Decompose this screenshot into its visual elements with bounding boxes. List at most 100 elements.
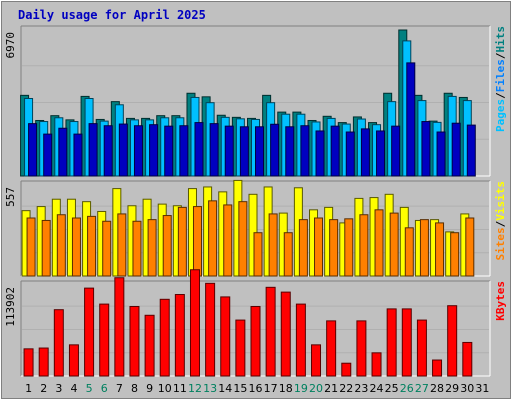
bar-sites-26 — [404, 227, 414, 277]
bar-sites-21 — [329, 219, 339, 277]
bar-pages-24 — [376, 130, 386, 177]
x-tick-label: 20 — [309, 382, 323, 395]
x-tick-label: 17 — [264, 382, 278, 395]
legend-entry: Hits — [494, 26, 507, 53]
bar-sites-16 — [253, 232, 263, 277]
bar-kbytes-3 — [53, 309, 64, 377]
x-tick-label: 22 — [339, 382, 353, 395]
bar-pages-26 — [406, 62, 416, 177]
bar-pages-30 — [466, 124, 476, 177]
bar-kbytes-7 — [114, 277, 125, 377]
x-tick-label: 5 — [86, 382, 93, 395]
x-tick-label: 24 — [370, 382, 384, 395]
bar-sites-7 — [117, 213, 127, 277]
x-tick-label: 14 — [218, 382, 232, 395]
bar-sites-6 — [102, 220, 112, 277]
bar-sites-22 — [344, 218, 354, 277]
bar-sites-11 — [177, 206, 187, 277]
bar-sites-27 — [419, 219, 429, 277]
bar-kbytes-13 — [205, 282, 216, 377]
bar-pages-16 — [255, 126, 264, 177]
bar-pages-13 — [209, 123, 219, 177]
bar-pages-5 — [88, 123, 98, 177]
bar-kbytes-5 — [84, 287, 95, 377]
legend-kbytes: KBytes — [494, 281, 507, 321]
bar-pages-10 — [164, 125, 174, 177]
legend-hits-files-pages: Pages/Files/Hits — [494, 26, 507, 132]
bar-sites-3 — [56, 214, 66, 277]
bar-kbytes-18 — [280, 291, 291, 377]
bar-kbytes-19 — [295, 303, 306, 377]
x-tick-label: 15 — [233, 382, 247, 395]
bar-kbytes-28 — [432, 359, 443, 377]
x-tick-label: 4 — [70, 382, 77, 395]
bar-pages-9 — [149, 124, 159, 177]
x-tick-label: 19 — [294, 382, 308, 395]
bar-kbytes-23 — [356, 320, 367, 377]
x-tick-label: 12 — [188, 382, 202, 395]
bar-kbytes-20 — [311, 344, 322, 377]
bar-pages-27 — [421, 121, 431, 177]
bar-kbytes-9 — [144, 314, 155, 377]
bar-pages-6 — [103, 125, 113, 177]
legend-entry: Visits — [494, 181, 507, 221]
x-tick-label: 30 — [460, 382, 474, 395]
bar-pages-25 — [391, 125, 401, 177]
axis-max-label-hits-files-pages: 6970 — [4, 32, 17, 59]
bar-pages-19 — [300, 125, 310, 177]
bar-kbytes-30 — [462, 341, 473, 377]
bar-sites-25 — [389, 212, 399, 277]
x-tick-label: 7 — [116, 382, 123, 395]
bar-pages-8 — [133, 125, 143, 177]
bar-kbytes-16 — [250, 305, 261, 377]
legend-entry: Files — [494, 59, 507, 92]
bar-sites-18 — [283, 232, 293, 277]
bar-pages-22 — [345, 131, 355, 177]
bar-kbytes-2 — [38, 347, 49, 377]
bar-pages-12 — [194, 122, 204, 177]
x-tick-label: 23 — [354, 382, 368, 395]
legend-entry: / — [494, 52, 507, 59]
bar-pages-1 — [28, 123, 38, 177]
bar-sites-9 — [147, 219, 157, 277]
bar-pages-21 — [330, 125, 340, 177]
x-tick-label: 13 — [203, 382, 217, 395]
axis-max-label-kbytes: 113902 — [4, 287, 17, 327]
bar-sites-4 — [71, 217, 81, 277]
bar-kbytes-26 — [401, 308, 412, 377]
bar-kbytes-29 — [447, 305, 458, 377]
bar-sites-24 — [374, 209, 384, 277]
bar-sites-8 — [132, 220, 142, 277]
bar-kbytes-6 — [99, 303, 110, 377]
bar-kbytes-8 — [129, 305, 140, 377]
legend-entry: KBytes — [494, 281, 507, 321]
legend-entry: / — [494, 220, 507, 227]
bar-sites-12 — [192, 206, 202, 277]
legend-entry: Sites — [494, 227, 507, 260]
bar-kbytes-12 — [189, 269, 200, 377]
bar-pages-17 — [270, 123, 280, 177]
bar-sites-20 — [314, 217, 324, 277]
bar-pages-28 — [436, 131, 446, 177]
bar-kbytes-14 — [220, 296, 231, 377]
x-tick-label: 9 — [146, 382, 153, 395]
bar-sites-15 — [238, 201, 248, 277]
bar-pages-14 — [224, 125, 234, 177]
x-tick-label: 11 — [173, 382, 187, 395]
bar-kbytes-11 — [174, 294, 185, 377]
bar-kbytes-24 — [371, 352, 382, 377]
bar-sites-13 — [208, 200, 218, 277]
x-tick-label: 27 — [415, 382, 429, 395]
x-tick-label: 26 — [400, 382, 414, 395]
bar-pages-11 — [179, 125, 189, 177]
bar-pages-29 — [451, 122, 461, 177]
bar-sites-2 — [41, 219, 51, 277]
bar-pages-4 — [73, 133, 83, 177]
bar-sites-17 — [268, 213, 278, 277]
bar-pages-18 — [285, 126, 295, 177]
x-tick-label: 28 — [430, 382, 444, 395]
bar-sites-5 — [87, 215, 97, 277]
bar-pages-20 — [315, 130, 325, 177]
